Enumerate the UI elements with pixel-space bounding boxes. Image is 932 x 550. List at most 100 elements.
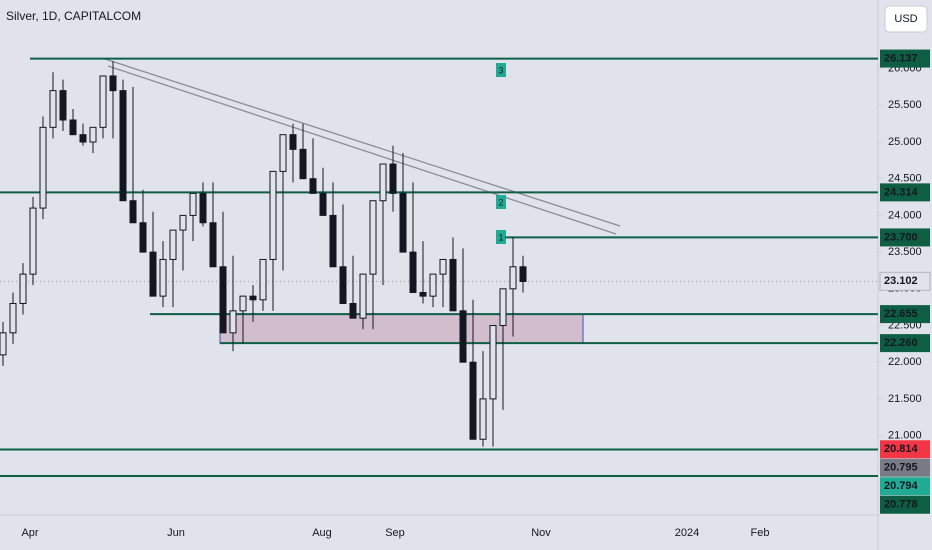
candle-body: [509, 266, 517, 290]
candle-body: [189, 192, 197, 216]
candle-body: [29, 207, 37, 275]
candle-body: [229, 310, 237, 334]
candle-body: [219, 266, 227, 334]
candle-body: [49, 90, 57, 128]
candle-body: [159, 258, 167, 297]
x-tick-label: 2024: [675, 527, 699, 539]
candle-body: [499, 288, 507, 326]
y-tick-label: 25.000: [888, 136, 922, 148]
candle-body: [129, 200, 137, 224]
price-label-box: [880, 228, 930, 247]
candle-body: [419, 291, 427, 297]
price-label: 24.314: [884, 186, 919, 198]
candle-body: [489, 324, 497, 400]
price-label: 20.795: [884, 462, 918, 474]
candle-body: [309, 178, 317, 194]
y-tick-label: 24.000: [888, 209, 922, 221]
price-label-box: [880, 477, 930, 496]
annotation-box: [496, 230, 506, 244]
candle-body: [429, 273, 437, 297]
price-label-box: [880, 458, 930, 477]
trendline: [104, 58, 621, 227]
candle-body: [399, 192, 407, 253]
chart-title: Silver, 1D, CAPITALCOM: [6, 9, 141, 23]
currency[interactable]: USD: [894, 13, 917, 25]
x-tick-label: Nov: [531, 527, 551, 539]
x-tick-label: Jun: [167, 527, 185, 539]
candle-body: [469, 361, 477, 440]
candle-body: [369, 200, 377, 275]
y-tick-label: 25.500: [888, 99, 922, 111]
candle-body: [279, 134, 287, 172]
candle-body: [79, 134, 87, 143]
price-label-box: [879, 271, 931, 291]
currency-button[interactable]: [884, 5, 928, 33]
candle-body: [449, 258, 457, 312]
price-label-box: [880, 440, 930, 459]
candle-body: [459, 310, 467, 363]
candle-body: [519, 266, 527, 282]
candle-body: [259, 258, 267, 301]
annotation-box: [496, 195, 506, 209]
candle-body: [439, 258, 447, 275]
x-tick-label: Feb: [751, 527, 770, 539]
candle-body: [409, 251, 417, 293]
y-tick-label: 21.500: [888, 393, 922, 405]
candle-body: [349, 302, 357, 319]
x-tick-label: Sep: [385, 527, 405, 539]
candle-body: [379, 163, 387, 202]
zone: [219, 313, 584, 344]
y-tick-label: 22.000: [888, 356, 922, 368]
candle-body: [479, 398, 487, 440]
price-label-box: [880, 334, 930, 353]
price-label: 23.102: [884, 275, 918, 287]
y-tick-label: 23.500: [888, 246, 922, 258]
candle-body: [389, 163, 397, 194]
annotation-label: 3: [498, 65, 503, 75]
annotation-label: 1: [498, 232, 503, 242]
candle-body: [199, 192, 207, 224]
candle-body: [109, 75, 117, 92]
price-label: 22.655: [884, 308, 918, 320]
candle-body: [359, 273, 367, 319]
candle-body: [0, 332, 7, 356]
x-tick-label: Apr: [21, 527, 38, 539]
annotation-label: 2: [498, 197, 503, 207]
candle-body: [339, 266, 347, 304]
y-tick-label: 24.500: [888, 173, 922, 185]
annotation: 3 2 1: [496, 63, 506, 244]
candle-body: [319, 192, 327, 216]
price-label-box: [880, 495, 930, 514]
candle-body: [9, 302, 17, 334]
candle-body: [19, 273, 27, 304]
candle-body: [89, 126, 97, 143]
candle-body: [99, 75, 107, 128]
candle-body: [169, 229, 177, 260]
candle-body: [299, 148, 307, 180]
price-label: 20.794: [884, 480, 919, 492]
candle-body: [149, 251, 157, 297]
candle-body: [209, 222, 217, 268]
candle-body: [59, 90, 67, 121]
candle-body: [269, 170, 277, 260]
price-label-box: [880, 49, 930, 68]
candle-body: [289, 134, 297, 150]
trendline: [107, 65, 617, 235]
price-label: 20.778: [884, 499, 918, 511]
candle-body: [239, 295, 247, 312]
annotation-box: [496, 63, 506, 77]
price-label-box: [880, 183, 930, 202]
candle-body: [249, 295, 257, 301]
candle-body: [39, 126, 47, 209]
candle-body: [139, 222, 147, 253]
candle-body: [329, 214, 337, 268]
candle-body: [179, 214, 187, 231]
y-tick-label: 21.000: [888, 429, 922, 441]
price-label-box: [880, 305, 930, 324]
candle-body: [69, 119, 77, 136]
price-label: 22.260: [884, 337, 918, 349]
price-label: 20.814: [884, 443, 919, 455]
price-label: 23.700: [884, 231, 918, 243]
